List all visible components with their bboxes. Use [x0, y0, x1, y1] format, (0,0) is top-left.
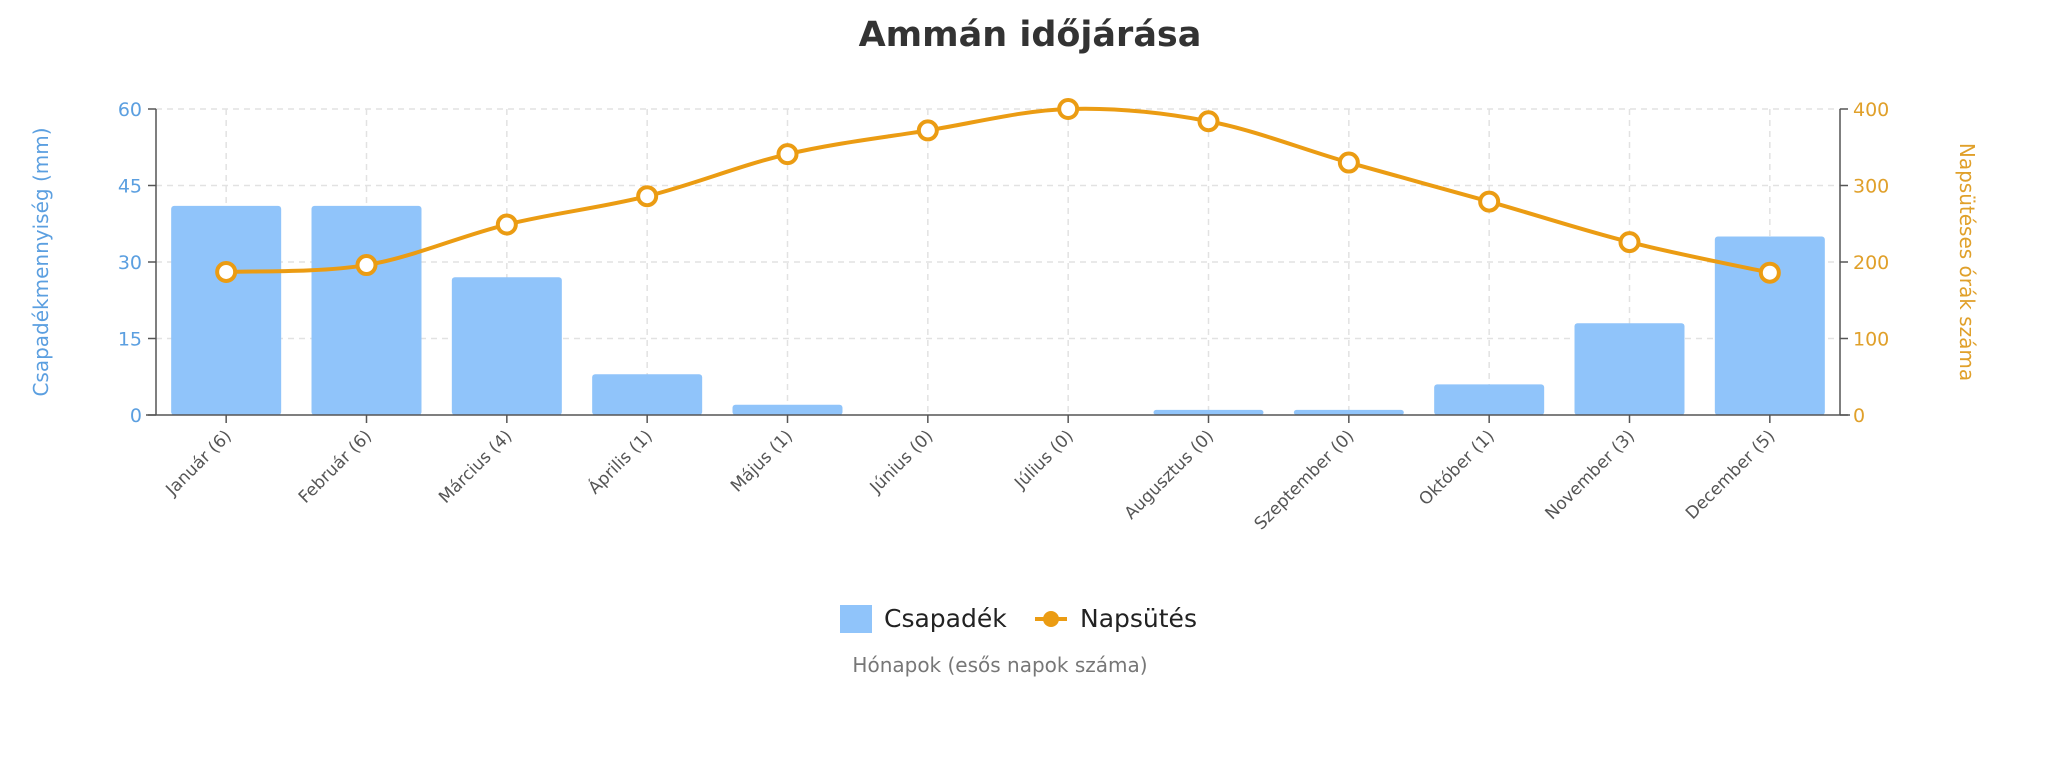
bar-csapadek	[1574, 323, 1685, 415]
x-tick-label: December (5)	[1682, 426, 1779, 523]
bar-csapadek	[1153, 409, 1264, 415]
point-napsutes	[355, 254, 378, 277]
bar-csapadek	[1293, 409, 1404, 415]
point-napsutes	[636, 185, 659, 208]
x-tick-label: Március (4)	[435, 426, 516, 507]
point-napsutes	[215, 260, 238, 283]
x-tick-label: Június (0)	[866, 426, 938, 498]
x-tick-label: November (3)	[1542, 426, 1640, 524]
x-tick-label: Május (1)	[727, 426, 797, 496]
legend: Csapadék Napsütés	[840, 604, 1197, 633]
line-napsutes	[226, 106, 1771, 275]
point-napsutes	[1758, 261, 1781, 284]
x-axis-title: Hónapok (esős napok száma)	[852, 653, 1147, 677]
bars	[171, 205, 1825, 415]
bar-csapadek	[171, 205, 282, 415]
left-tick-label: 0	[130, 405, 142, 427]
left-tick-label: 15	[118, 329, 142, 351]
point-napsutes	[1478, 190, 1501, 213]
point-napsutes	[495, 213, 518, 236]
x-tick-label: Szeptember (0)	[1251, 426, 1359, 534]
sunshine-line	[215, 98, 1781, 284]
x-tick-label: Április (1)	[583, 425, 656, 498]
x-tick-label: Augusztus (0)	[1121, 426, 1218, 523]
right-axis-title: Napsütéses órák száma	[1955, 143, 1979, 381]
left-axis-title: Csapadékmennyiség (mm)	[29, 127, 53, 396]
x-tick-label: Október (1)	[1415, 426, 1498, 509]
left-tick-label: 45	[118, 176, 142, 198]
bar-csapadek	[311, 205, 422, 415]
point-napsutes	[1197, 110, 1220, 133]
x-tick-label: Február (6)	[295, 426, 376, 507]
point-napsutes	[1057, 98, 1080, 120]
right-tick-label: 400	[1853, 99, 1889, 121]
legend-label-csapadek: Csapadék	[884, 604, 1007, 633]
legend-marker-napsutes	[1043, 611, 1059, 627]
right-tick-label: 300	[1853, 176, 1889, 198]
chart-title: Ammán időjárása	[859, 15, 1202, 55]
grid	[156, 108, 1840, 415]
bar-csapadek	[451, 277, 562, 415]
right-tick-label: 100	[1853, 329, 1889, 351]
left-tick-label: 60	[118, 99, 142, 121]
bar-csapadek	[1434, 384, 1545, 415]
bar-csapadek	[1714, 236, 1825, 415]
bar-csapadek	[732, 404, 843, 415]
x-tick-label: Július (0)	[1010, 426, 1077, 493]
x-tick-label: Január (6)	[162, 426, 236, 500]
legend-label-napsutes: Napsütés	[1080, 604, 1197, 633]
left-tick-label: 30	[118, 252, 142, 274]
point-napsutes	[776, 143, 799, 166]
point-napsutes	[1337, 151, 1360, 174]
legend-swatch-csapadek	[840, 605, 872, 633]
right-tick-label: 0	[1853, 405, 1865, 427]
right-tick-label: 200	[1853, 252, 1889, 274]
point-napsutes	[916, 119, 939, 142]
point-napsutes	[1618, 231, 1641, 254]
bar-csapadek	[592, 374, 703, 415]
